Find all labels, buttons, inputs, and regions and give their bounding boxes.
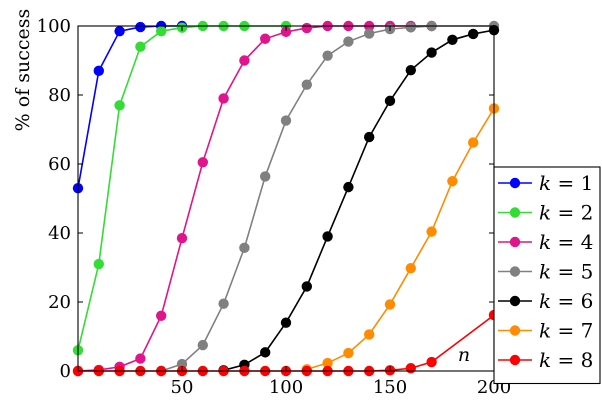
data-point (114, 25, 125, 37)
y-axis-label: % of success (12, 9, 34, 132)
data-point (384, 299, 396, 310)
legend-item: k = 2 (498, 201, 593, 225)
legend-item: k = 8 (498, 348, 593, 372)
legend-marker (509, 207, 521, 218)
series-1 (72, 20, 188, 194)
legend-item: k = 7 (498, 319, 593, 343)
legend-label: k = 8 (539, 348, 593, 372)
data-point (343, 36, 354, 47)
data-point (114, 100, 125, 111)
data-point (447, 176, 458, 187)
series-3 (72, 20, 437, 377)
series-2 (72, 20, 292, 356)
data-point (176, 232, 188, 244)
legend-marker (509, 236, 521, 248)
data-point (301, 22, 312, 34)
data-point (135, 21, 146, 33)
legend-label: k = 2 (539, 201, 593, 225)
data-point (364, 131, 375, 143)
legend-marker (509, 266, 521, 277)
data-point (218, 93, 229, 104)
series-layer (72, 20, 500, 377)
data-point (218, 298, 229, 309)
legend-label: k = 7 (539, 319, 593, 343)
data-point (384, 95, 396, 107)
data-point (239, 55, 250, 66)
legend-marker (509, 354, 521, 366)
series-line (77, 25, 432, 372)
y-tick-label: 20 (48, 292, 71, 313)
data-point (426, 47, 437, 58)
data-point (364, 28, 375, 39)
data-point (405, 363, 416, 374)
data-point (468, 28, 479, 40)
series-line (160, 25, 494, 372)
data-point (343, 347, 354, 359)
data-point (135, 353, 146, 364)
legend-marker (509, 295, 521, 307)
y-tick-label: 100 (37, 16, 71, 37)
legend-label: k = 4 (539, 230, 593, 254)
series-4 (156, 20, 500, 377)
data-point (426, 356, 437, 368)
y-tick-label: 40 (48, 223, 71, 244)
data-point (197, 339, 208, 351)
legend-item: k = 6 (498, 289, 593, 313)
legend: k = 1 k = 2 k = 4 k = 5 k = 6 k = 7 k = 8 (493, 166, 601, 385)
data-point (301, 79, 312, 90)
data-point (322, 357, 333, 369)
legend-item: k = 4 (498, 230, 593, 254)
data-point (343, 181, 354, 193)
data-point (239, 242, 250, 254)
data-point (260, 347, 271, 358)
data-point (93, 65, 105, 77)
y-tick-label: 80 (48, 85, 71, 106)
data-point (322, 231, 333, 242)
data-point (468, 137, 479, 148)
series-line (77, 25, 182, 189)
data-point (135, 41, 146, 52)
data-point (405, 262, 416, 274)
legend-item: k = 5 (498, 260, 593, 284)
data-point (280, 115, 292, 126)
data-point (260, 171, 271, 182)
series-line (77, 25, 286, 351)
data-point (197, 157, 208, 168)
data-point (447, 34, 458, 45)
legend-marker (509, 177, 521, 189)
data-point (322, 50, 333, 61)
data-point (280, 26, 292, 38)
series-line (306, 108, 495, 371)
data-point (426, 226, 437, 237)
y-tick-label: 0 (60, 361, 71, 382)
x-tick-label: 150 (373, 377, 407, 398)
legend-label: k = 6 (539, 289, 593, 313)
data-point (156, 310, 167, 321)
legend-label: k = 5 (539, 260, 593, 284)
data-point (93, 258, 105, 270)
x-tick-label: 100 (269, 377, 303, 398)
legend-label: k = 1 (539, 171, 593, 195)
data-point (156, 25, 167, 37)
data-point (405, 64, 416, 76)
data-point (280, 317, 292, 328)
data-point (260, 33, 271, 44)
data-point (364, 329, 375, 340)
x-tick-label: 50 (171, 377, 194, 398)
legend-item: k = 1 (498, 171, 593, 195)
series-5 (218, 24, 500, 376)
data-point (301, 281, 312, 292)
y-tick-label: 60 (48, 154, 71, 175)
legend-marker (509, 325, 521, 336)
series-line (223, 29, 495, 372)
x-axis-label: n (458, 344, 470, 366)
data-point (405, 22, 416, 33)
